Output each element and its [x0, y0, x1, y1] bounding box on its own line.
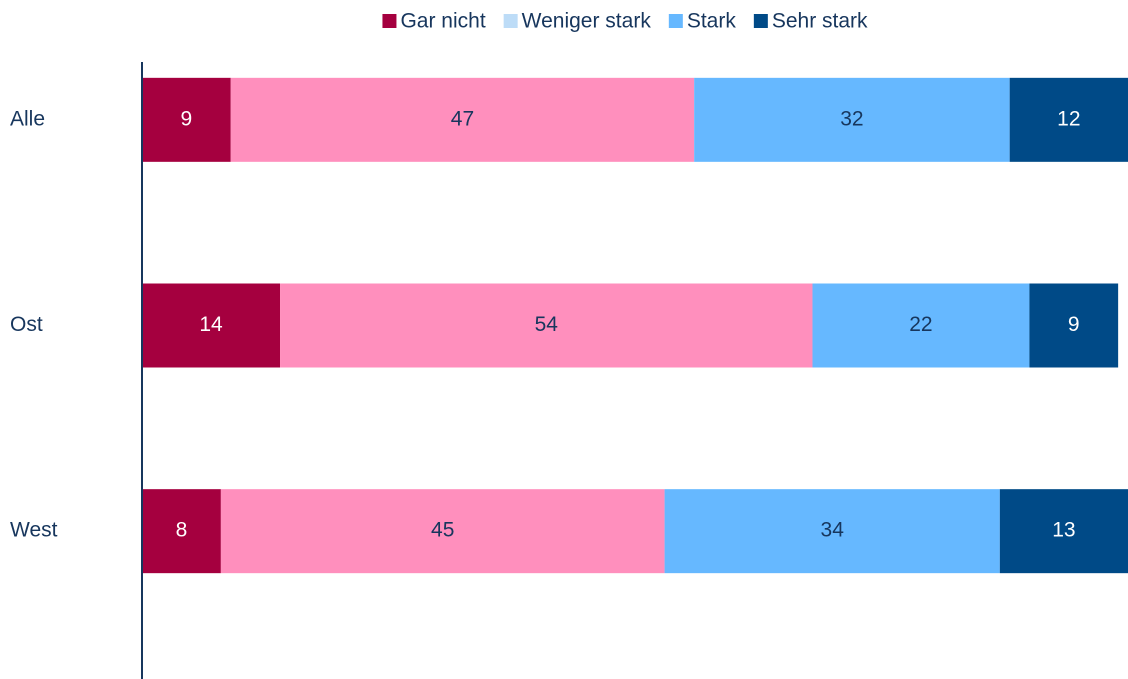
value-label: 9: [181, 107, 193, 130]
value-label: 32: [840, 107, 863, 130]
bar-segment: [230, 77, 695, 162]
legend-swatch: [753, 14, 768, 28]
category-label: Ost: [10, 313, 43, 336]
legend-swatch: [382, 14, 397, 28]
value-label: 45: [431, 519, 454, 542]
value-label: 12: [1057, 107, 1080, 130]
legend-label: Gar nicht: [400, 10, 485, 33]
value-label: 8: [176, 519, 188, 542]
bar-segment: [812, 283, 1030, 368]
bar-segment: [142, 77, 231, 162]
bar-segment: [664, 489, 1000, 574]
value-label: 47: [451, 107, 474, 130]
value-label: 13: [1052, 519, 1075, 542]
legend-label: Sehr stark: [772, 10, 868, 33]
bar-segment: [999, 489, 1128, 574]
legend-label: Stark: [687, 10, 737, 33]
legend-swatch: [668, 14, 683, 28]
category-label: Alle: [10, 107, 45, 130]
value-label: 14: [199, 313, 223, 336]
bar-segment: [1009, 77, 1128, 162]
legend-swatch: [503, 14, 518, 28]
bar-segment: [280, 283, 813, 368]
bar-segment: [220, 489, 665, 574]
bar-segment: [142, 489, 221, 574]
bar-segment: [1029, 283, 1119, 368]
bar-segment: [694, 77, 1010, 162]
value-label: 9: [1068, 313, 1080, 336]
value-label: 34: [821, 519, 845, 542]
value-label: 54: [535, 313, 559, 336]
bar-segment: [142, 283, 281, 368]
legend-label: Weniger stark: [522, 10, 652, 33]
category-label: West: [10, 519, 58, 542]
value-label: 22: [909, 313, 932, 336]
